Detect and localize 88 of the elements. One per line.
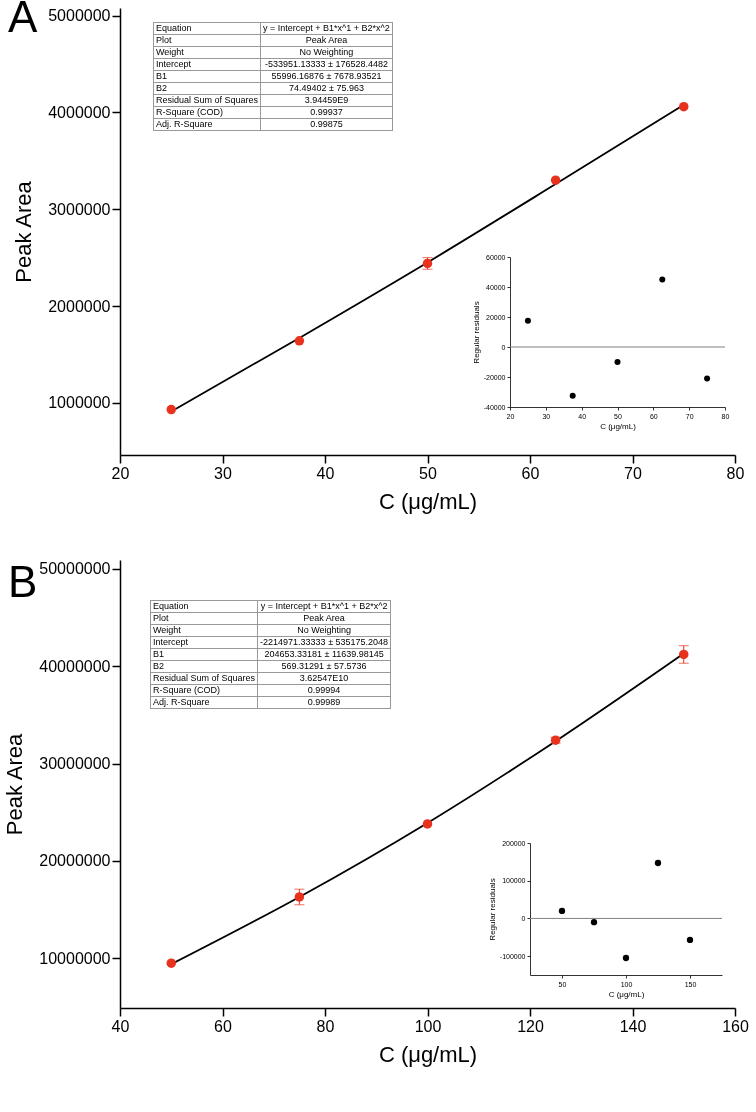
annotation: 3.62547E10 — [257, 672, 391, 685]
y-axis-title: Peak Area — [2, 732, 28, 836]
x-tick-label: 50 — [419, 464, 437, 482]
chart-title: A — [8, 0, 38, 41]
annotation: Intercept — [153, 58, 261, 71]
annotation: No Weighting — [257, 624, 391, 637]
x-axis-title: C (μg/mL) — [608, 989, 645, 999]
annotation: No Weighting — [260, 46, 393, 59]
annotation: Peak Area — [260, 34, 393, 47]
y-tick-label: 30000000 — [39, 755, 111, 773]
annotation: Plot — [153, 34, 261, 47]
annotation: 0.99875 — [260, 118, 393, 131]
point — [569, 392, 576, 399]
point — [166, 404, 176, 415]
y-tick-label: 1000000 — [48, 394, 111, 412]
y-tick-label: 50000000 — [39, 560, 111, 578]
x-tick-label: 60 — [214, 1017, 232, 1035]
annotation: 3.94459E9 — [260, 94, 393, 107]
annotation: Equation — [150, 600, 258, 613]
x-tick-label: 40 — [316, 464, 335, 482]
annotation: -2214971.33333 ± 535175.2048 — [257, 636, 391, 649]
y-tick-label: 10000000 — [39, 949, 111, 967]
annotation: Adj. R-Square — [153, 118, 261, 131]
y-tick-label: 3000000 — [48, 200, 111, 218]
annotation: Peak Area — [257, 612, 391, 625]
annotation: B1 — [153, 70, 261, 83]
annotation: -533951.13333 ± 176528.4482 — [260, 58, 393, 71]
point — [294, 892, 305, 902]
point — [614, 359, 621, 365]
point — [166, 958, 176, 968]
point — [704, 375, 711, 382]
point — [654, 859, 662, 867]
point — [590, 919, 598, 926]
point — [686, 936, 694, 944]
annotation: Equation — [153, 22, 261, 35]
point — [422, 819, 433, 829]
annotation: 204653.33181 ± 11639.98145 — [257, 648, 391, 661]
annotation: B1 — [150, 648, 258, 661]
point — [659, 276, 666, 283]
x-tick-label: 20 — [111, 464, 130, 482]
x-tick-label: 120 — [517, 1017, 544, 1035]
x-tick-label: 100 — [414, 1017, 442, 1035]
annotation: Weight — [153, 46, 261, 59]
point — [558, 907, 566, 915]
x-tick-label: 160 — [722, 1017, 749, 1035]
annotation: R-Square (COD) — [150, 684, 258, 697]
annotation: Residual Sum of Squares — [150, 672, 258, 685]
x-axis-title: C (μg/mL) — [378, 1041, 478, 1067]
x-tick-label: 80 — [726, 464, 745, 482]
annotation: 569.31291 ± 57.5736 — [257, 660, 391, 673]
point — [679, 101, 689, 112]
annotation: 74.49402 ± 75.963 — [260, 82, 393, 95]
chart-title: B — [8, 557, 38, 606]
point — [524, 317, 531, 324]
annotation: 0.99994 — [257, 684, 391, 697]
x-tick-label: 140 — [619, 1017, 647, 1035]
annotation: y = Intercept + B1*x^1 + B2*x^2 — [257, 600, 391, 613]
annotation: R-Square (COD) — [153, 106, 261, 119]
x-axis-title: C (μg/mL) — [600, 421, 637, 431]
annotation: Weight — [150, 624, 258, 637]
x-tick-label: 30 — [214, 464, 232, 482]
annotation: 0.99937 — [260, 106, 393, 119]
y-tick-label: 2000000 — [48, 297, 111, 315]
y-axis-title: Regular residuals — [471, 301, 481, 364]
annotation: Residual Sum of Squares — [153, 94, 261, 107]
point — [622, 954, 630, 962]
x-tick-label: 70 — [624, 464, 642, 482]
point — [550, 175, 561, 185]
annotation: Adj. R-Square — [150, 696, 258, 709]
annotation: Intercept — [150, 636, 258, 649]
point — [294, 336, 305, 346]
annotation: Plot — [150, 612, 258, 625]
annotation: y = Intercept + B1*x^1 + B2*x^2 — [260, 22, 393, 35]
y-tick-label: 20000000 — [39, 852, 111, 870]
y-tick-label: 40000000 — [39, 657, 111, 675]
y-axis-title: Regular residuals — [487, 878, 497, 941]
x-tick-label: 60 — [521, 464, 540, 482]
x-tick-label: 40 — [111, 1017, 130, 1035]
annotation: 0.99989 — [257, 696, 391, 709]
y-tick-label: 5000000 — [48, 7, 111, 25]
y-axis-title: Peak Area — [11, 180, 37, 283]
annotation: B2 — [150, 660, 258, 673]
annotation: 55996.16876 ± 7678.93521 — [260, 70, 393, 83]
x-axis-title: C (μg/mL) — [378, 488, 478, 514]
point — [679, 649, 689, 660]
y-tick-label: 4000000 — [48, 103, 111, 121]
annotation: B2 — [153, 82, 261, 95]
x-tick-label: 80 — [316, 1017, 335, 1035]
